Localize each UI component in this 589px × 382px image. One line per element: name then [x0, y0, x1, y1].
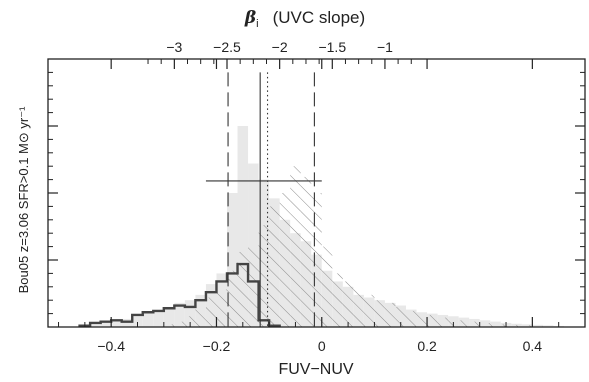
- hatched-bar: [437, 317, 449, 327]
- top-tick-label: −1.5: [318, 39, 346, 55]
- hatched-bar: [195, 308, 206, 327]
- hatched-bar: [427, 314, 438, 327]
- hatched-bar: [521, 325, 533, 327]
- hatched-bar: [205, 297, 217, 327]
- gray-bar: [174, 302, 185, 327]
- gray-bar: [153, 310, 164, 327]
- gray-bar: [542, 325, 554, 327]
- top-tick-label: −2.5: [213, 39, 241, 55]
- hatched-bar: [290, 166, 301, 327]
- hatched-bar: [490, 323, 501, 327]
- x-tick-label: −0.4: [97, 338, 125, 354]
- hatched-bar: [184, 316, 196, 327]
- hatched-bar: [384, 302, 396, 327]
- x-tick-label: 0.4: [523, 338, 543, 354]
- gray-bar: [237, 126, 249, 327]
- hatched-bar: [469, 321, 480, 327]
- gray-bar: [142, 313, 154, 327]
- top-tick-label: −3: [166, 39, 182, 55]
- hatched-bar: [311, 193, 322, 327]
- gray-bar: [532, 324, 543, 327]
- hatched-bar: [321, 246, 333, 327]
- hatched-bar: [227, 270, 238, 327]
- hatched-bar: [269, 206, 280, 327]
- hatched-bar: [363, 294, 375, 327]
- hatched-bar: [458, 320, 470, 327]
- top-axis-subscript: i: [256, 18, 258, 30]
- reference-lines: [205, 72, 322, 327]
- hatched-bar: [163, 324, 175, 327]
- hatched-bar: [479, 322, 491, 327]
- y-axis-label: Bou05 z=3.06 SFR>0.1 M⊙ yr⁻¹: [16, 106, 31, 294]
- hatched-bar: [174, 321, 185, 327]
- hatched-bar: [374, 300, 385, 327]
- gray-bar: [248, 163, 259, 327]
- top-tick-label: −2: [272, 39, 288, 55]
- gray-bar: [111, 321, 122, 327]
- gray-bar: [184, 300, 196, 327]
- hatched-bar: [353, 289, 364, 327]
- top-axis-label: βi (UVC slope): [244, 8, 365, 30]
- hatched-bar: [248, 246, 259, 327]
- top-axis-text: (UVC slope): [273, 8, 366, 27]
- hatched-histogram: [163, 166, 543, 327]
- hatched-bar: [511, 324, 522, 327]
- axis-ticks: −0.4 −0.2 0 0.2 0.4 −3 −2.5 −2 −1.5 −1: [48, 39, 586, 354]
- gray-bar: [100, 322, 112, 327]
- top-axis-symbol: β: [244, 8, 256, 28]
- top-tick-label: −1: [377, 39, 393, 55]
- gray-bar: [132, 316, 143, 327]
- gray-bar: [163, 306, 175, 327]
- x-tick-label: 0.2: [417, 338, 437, 354]
- hatched-bar: [300, 176, 312, 327]
- gray-bar: [90, 324, 101, 327]
- gray-bar: [227, 193, 238, 327]
- gray-bar: [121, 318, 133, 327]
- hatched-bar: [342, 281, 354, 327]
- hatched-bar: [237, 251, 249, 327]
- x-tick-label: −0.2: [203, 338, 231, 354]
- hatched-bar: [416, 313, 428, 327]
- hatched-bar: [332, 273, 343, 327]
- hatched-bar: [395, 306, 406, 327]
- hatched-bar: [406, 310, 417, 327]
- x-tick-label: 0: [318, 338, 326, 354]
- hatched-bar: [216, 289, 227, 327]
- hatched-bar: [279, 193, 291, 327]
- hatched-bar: [258, 225, 270, 327]
- x-axis-label: FUV−NUV: [278, 361, 353, 378]
